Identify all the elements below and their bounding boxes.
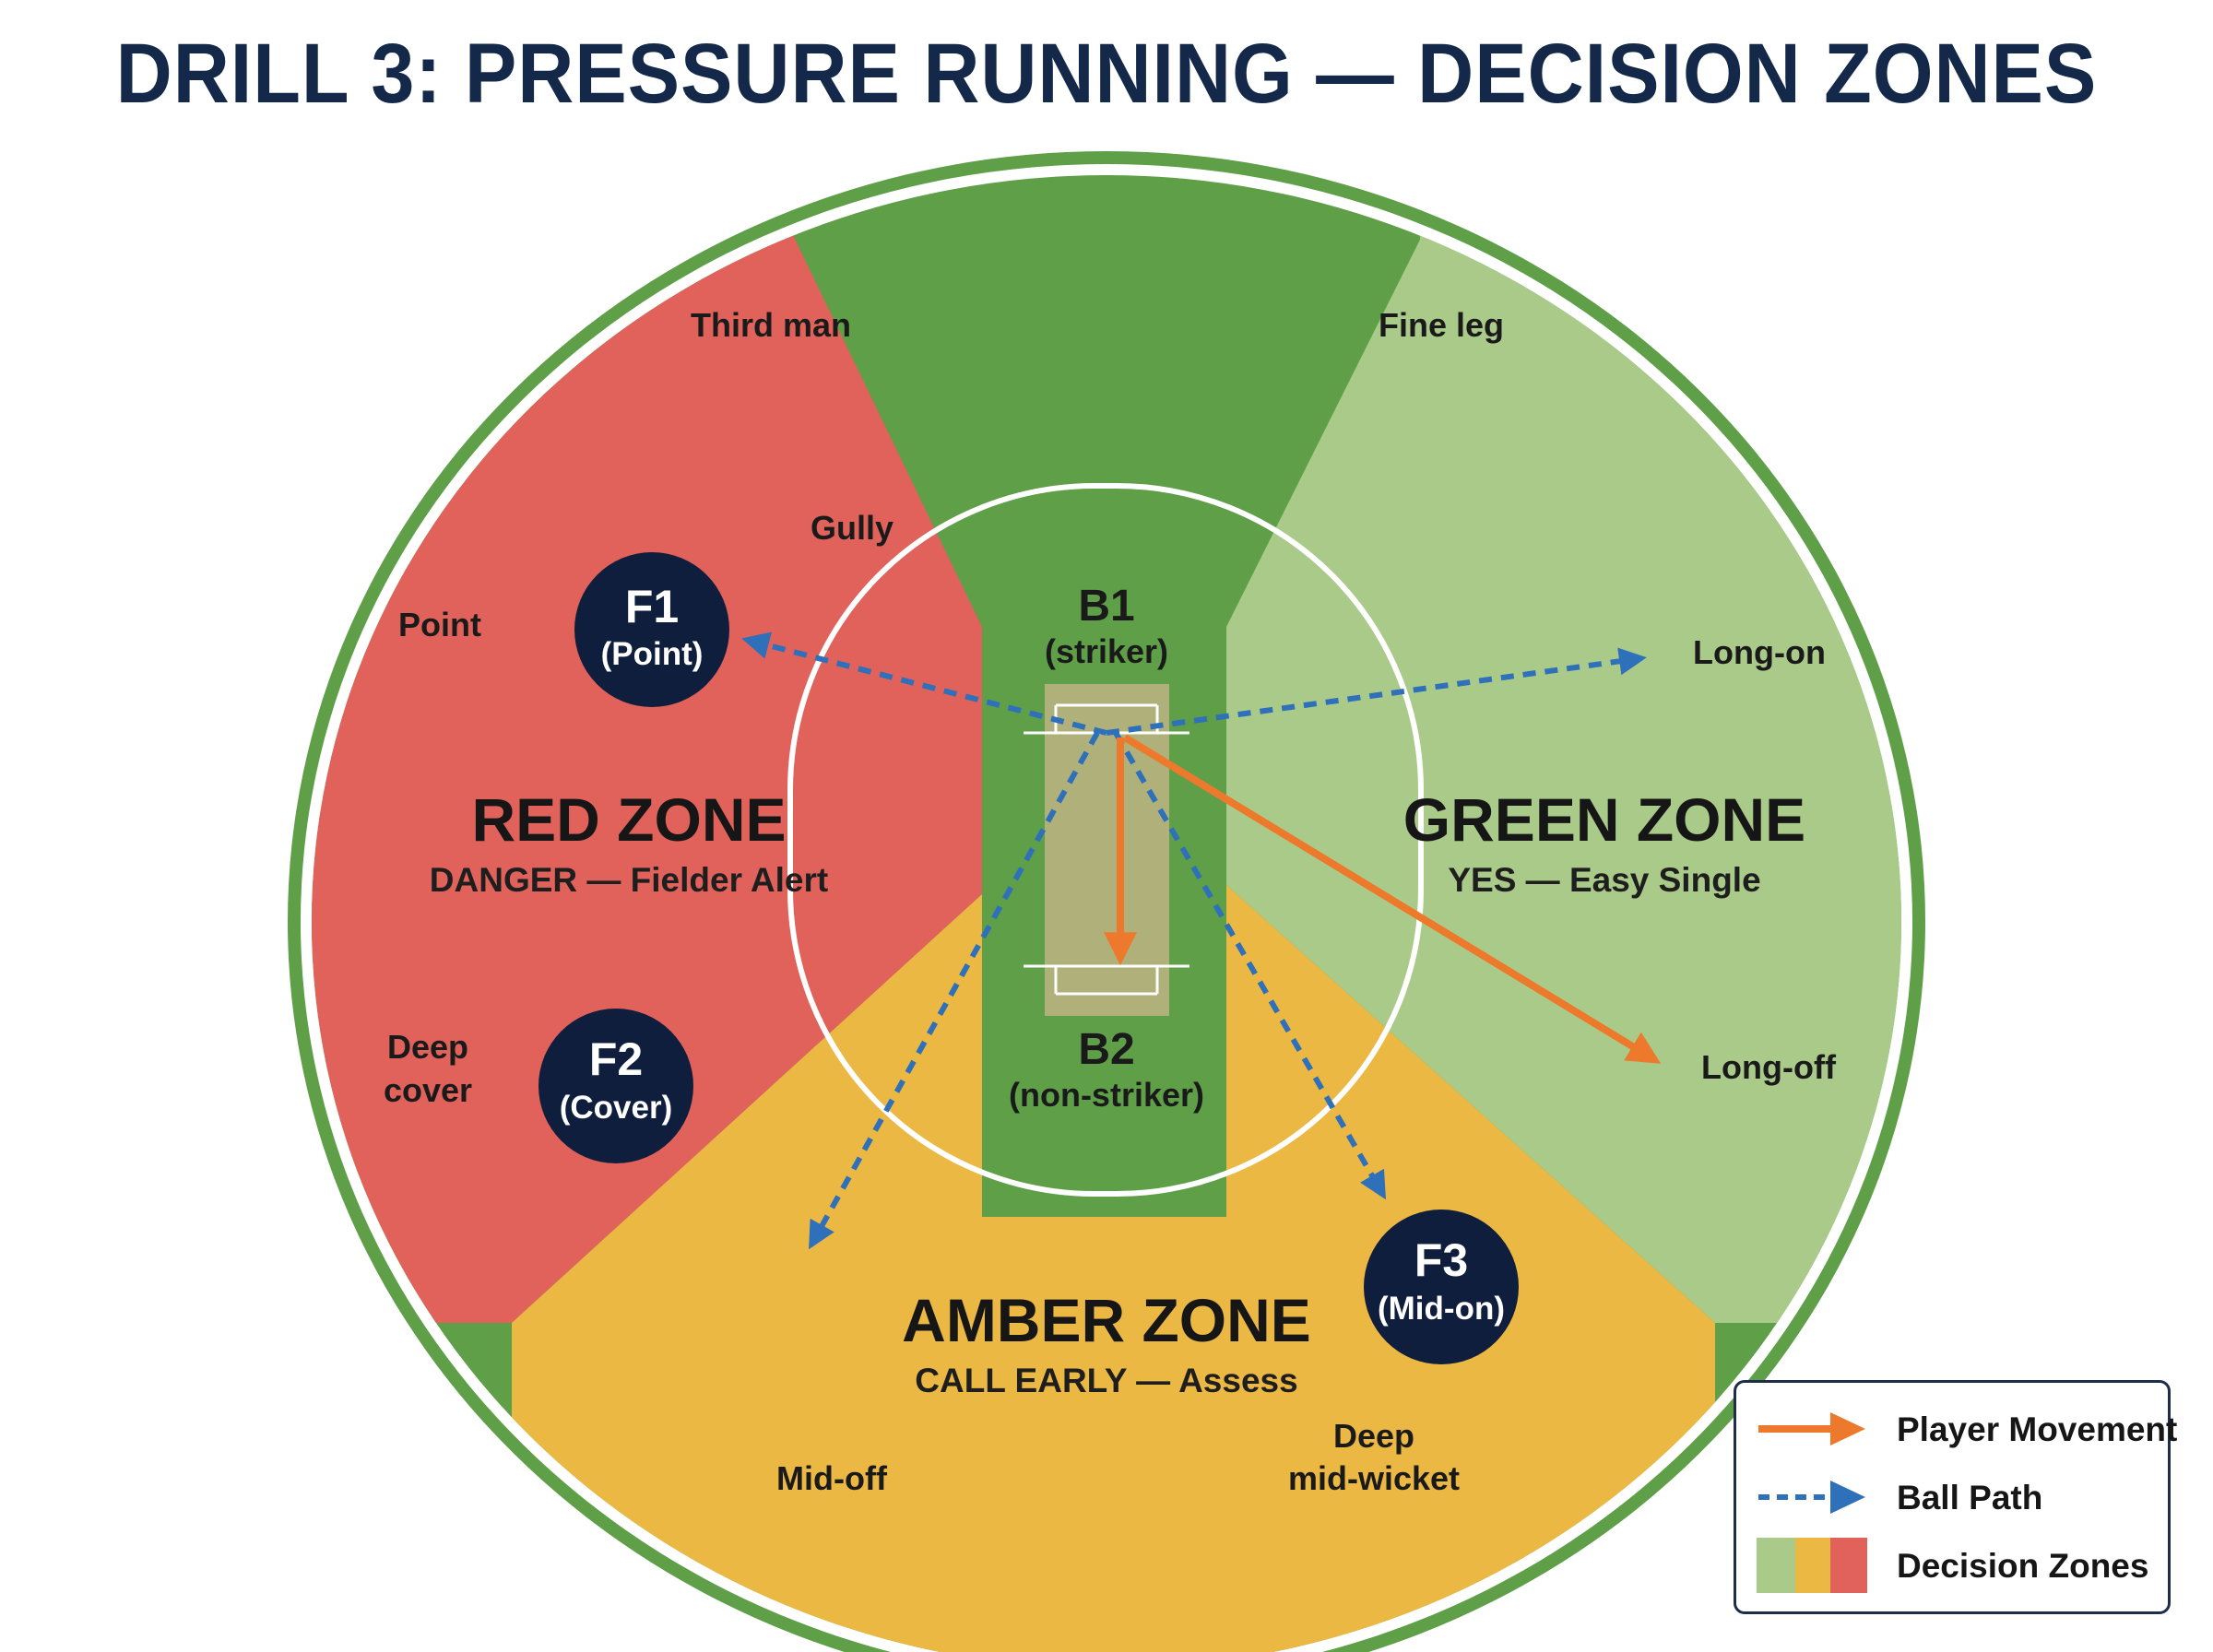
- ball-path-point: [741, 631, 1107, 736]
- position-point: Point: [398, 606, 481, 643]
- legend: Player Movement Ball Path Decision Zones: [1734, 1380, 2177, 1614]
- legend-row-ball-path: Ball Path: [1757, 1469, 2162, 1525]
- legend-row-decision-zones: Decision Zones: [1757, 1538, 2162, 1593]
- amber-zone-title: AMBER ZONE: [902, 1286, 1311, 1354]
- position-deep-cover-line2: cover: [384, 1071, 472, 1109]
- fielder-f1-role: (Point): [601, 636, 704, 672]
- fielder-f3-role: (Mid-on): [1378, 1291, 1505, 1327]
- red-zone-subtitle: DANGER — Fielder Alert: [430, 861, 828, 899]
- legend-decision-zones-label: Decision Zones: [1897, 1547, 2149, 1585]
- position-deep-mid-wicket-line1: Deep: [1333, 1417, 1414, 1455]
- fielder-f1-marker: [574, 552, 729, 707]
- position-third-man: Third man: [691, 306, 851, 344]
- fielder-f3-marker: [1364, 1210, 1519, 1364]
- amber-zone-area: [512, 830, 1715, 1652]
- player-movement-arrow-icon: [1758, 1412, 1865, 1446]
- amber-zone-subtitle: CALL EARLY — Assess: [915, 1362, 1297, 1399]
- ball-path-arrow-icon: [1758, 1481, 1865, 1514]
- position-long-on: Long-on: [1693, 633, 1826, 671]
- position-mid-off: Mid-off: [776, 1459, 888, 1497]
- fielder-f3-id: F3: [1414, 1234, 1468, 1286]
- player-movement-long-off: [1122, 734, 1662, 1064]
- crease-bottom: [1024, 964, 1189, 996]
- red-zone-title: RED ZONE: [471, 785, 786, 854]
- b1-label: B1: [1078, 582, 1134, 631]
- fielder-f2-marker: [538, 1009, 693, 1163]
- ball-paths: [741, 631, 1647, 1250]
- legend-ball-path-label: Ball Path: [1897, 1479, 2043, 1516]
- green-zone-title: GREEN ZONE: [1403, 785, 1805, 854]
- b2-role: (non-striker): [1009, 1076, 1204, 1114]
- position-deep-cover-line1: Deep: [387, 1028, 468, 1066]
- player-movements: [1104, 734, 1662, 1064]
- fielder-f1: F1 (Point): [574, 552, 729, 707]
- legend-row-player-movement: Player Movement: [1757, 1401, 2177, 1457]
- legend-player-movement-label: Player Movement: [1897, 1410, 2178, 1448]
- decision-zones-swatch-icon: [1757, 1538, 1867, 1593]
- fielder-f3: F3 (Mid-on): [1364, 1210, 1519, 1364]
- b2-label: B2: [1078, 1025, 1134, 1074]
- inner-circle: [787, 483, 1424, 1197]
- ball-path-mid-on: [1113, 731, 1387, 1200]
- ball-path-long-on: [1106, 647, 1647, 736]
- position-deep-mid-wicket-line2: mid-wicket: [1288, 1459, 1460, 1497]
- b1-role: (striker): [1045, 632, 1168, 670]
- fielder-f2-id: F2: [589, 1033, 643, 1085]
- fielder-f1-id: F1: [625, 581, 679, 632]
- position-long-off: Long-off: [1701, 1048, 1837, 1086]
- fielder-f2: F2 (Cover): [538, 1009, 693, 1163]
- green-zone-subtitle: YES — Easy Single: [1448, 861, 1760, 899]
- fielder-f2-role: (Cover): [560, 1090, 673, 1126]
- position-fine-leg: Fine leg: [1379, 306, 1504, 344]
- diagram-title: DRILL 3: PRESSURE RUNNING — DECISION ZON…: [115, 27, 2098, 121]
- position-gully: Gully: [811, 509, 893, 547]
- ball-path-mid-off: [809, 731, 1100, 1250]
